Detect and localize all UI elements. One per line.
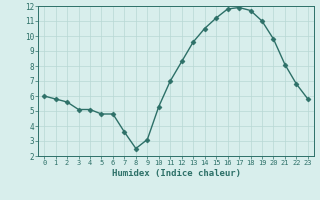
X-axis label: Humidex (Indice chaleur): Humidex (Indice chaleur) xyxy=(111,169,241,178)
